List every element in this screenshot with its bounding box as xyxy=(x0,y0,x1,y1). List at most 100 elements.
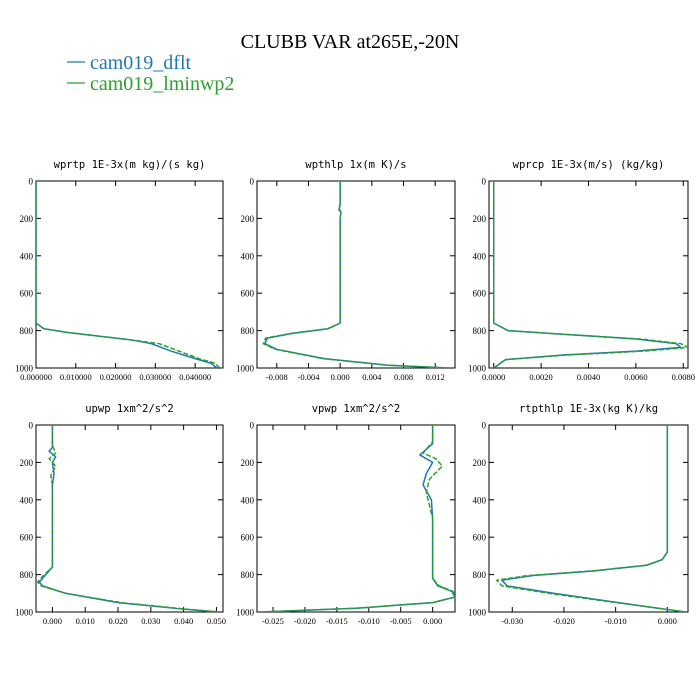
y-tick-label: 200 xyxy=(241,214,255,224)
y-tick-label: 600 xyxy=(20,289,34,299)
y-tick-label: 600 xyxy=(241,289,255,299)
x-tick-label: 0.0060 xyxy=(624,372,647,382)
panel-title: wpthlp 1x(m K)/s xyxy=(305,159,406,171)
y-tick-label: 400 xyxy=(20,251,34,261)
series-line-dflt xyxy=(501,425,686,612)
panel-title: vpwp 1xm^2/s^2 xyxy=(312,403,401,415)
series-line-lminwp2 xyxy=(260,425,455,612)
x-tick-label: 0.010000 xyxy=(60,372,92,382)
x-tick-label: 0.040 xyxy=(174,616,193,626)
y-tick-label: 200 xyxy=(20,458,34,468)
x-tick-label: -0.030 xyxy=(501,616,523,626)
y-tick-label: 800 xyxy=(241,570,255,580)
y-tick-label: 200 xyxy=(473,214,487,224)
y-tick-label: 800 xyxy=(20,326,34,336)
x-tick-label: -0.010 xyxy=(358,616,380,626)
series-line-lminwp2 xyxy=(262,181,450,368)
y-tick-label: 600 xyxy=(473,289,487,299)
plot-frame xyxy=(488,424,689,613)
plot-frame xyxy=(256,180,456,369)
x-tick-label: -0.020 xyxy=(553,616,575,626)
y-tick-label: 0 xyxy=(250,421,255,431)
y-tick-label: 200 xyxy=(473,458,487,468)
y-tick-label: 600 xyxy=(473,533,487,543)
y-tick-label: 400 xyxy=(241,251,255,261)
y-tick-label: 1000 xyxy=(236,364,255,374)
y-tick-label: 0 xyxy=(250,177,255,187)
figure-title: CLUBB VAR at265E,-20N xyxy=(241,31,460,53)
x-tick-label: 0.000 xyxy=(658,616,677,626)
x-tick-label: 0.0080 xyxy=(672,372,695,382)
y-tick-label: 800 xyxy=(473,326,487,336)
series-line-lminwp2 xyxy=(492,181,688,368)
x-tick-label: 0.000000 xyxy=(20,372,52,382)
y-tick-label: 400 xyxy=(20,495,34,505)
x-tick-label: 0.040000 xyxy=(179,372,211,382)
x-tick-label: 0.0040 xyxy=(577,372,600,382)
panel-title: rtpthlp 1E-3x(kg K)/kg xyxy=(519,403,658,415)
series-line-lminwp2 xyxy=(36,181,221,368)
y-tick-label: 0 xyxy=(29,421,34,431)
panel-6: rtpthlp 1E-3x(kg K)/kg 0 200 400 600 800 1000 -… xyxy=(468,403,689,626)
series-line-dflt xyxy=(264,181,450,368)
x-tick-label: -0.005 xyxy=(390,616,412,626)
x-tick-label: 0.050 xyxy=(207,616,226,626)
y-tick-label: 0 xyxy=(482,421,487,431)
series-line-lminwp2 xyxy=(496,425,686,612)
series-line-dflt xyxy=(38,425,220,612)
y-tick-label: 0 xyxy=(482,177,487,187)
y-tick-label: 1000 xyxy=(15,608,34,618)
legend-label-dflt: cam019_dflt xyxy=(90,52,192,74)
y-tick-label: 400 xyxy=(241,495,255,505)
x-tick-label: 0.000 xyxy=(423,616,442,626)
x-tick-label: -0.020 xyxy=(294,616,316,626)
x-tick-label: 0.000 xyxy=(331,372,350,382)
y-tick-label: 200 xyxy=(241,458,255,468)
x-tick-label: -0.025 xyxy=(262,616,284,626)
plot-frame xyxy=(256,424,456,613)
plot-frame xyxy=(488,180,689,369)
x-tick-label: -0.004 xyxy=(297,372,320,382)
x-tick-label: 0.000 xyxy=(43,616,62,626)
x-tick-label: 0.020000 xyxy=(100,372,132,382)
legend-label-lminwp2: cam019_lminwp2 xyxy=(90,73,234,95)
y-tick-label: 1000 xyxy=(468,608,487,618)
panel-title: upwp 1xm^2/s^2 xyxy=(85,403,174,415)
panel-4: upwp 1xm^2/s^2 0 200 400 600 800 1000 0.000 0.01… xyxy=(15,403,226,626)
x-tick-label: 0.008 xyxy=(394,372,413,382)
x-tick-label: 0.030 xyxy=(141,616,160,626)
y-tick-label: 1000 xyxy=(236,608,255,618)
y-tick-label: 800 xyxy=(241,326,255,336)
series-line-dflt xyxy=(260,425,455,612)
plot-frame xyxy=(35,424,224,613)
y-tick-label: 800 xyxy=(473,570,487,580)
panel-2: wpthlp 1x(m K)/s 0 200 400 600 800 1000 -0.008-… xyxy=(236,159,456,382)
x-tick-label: -0.010 xyxy=(605,616,627,626)
y-tick-label: 400 xyxy=(473,251,487,261)
x-tick-label: 0.030000 xyxy=(139,372,171,382)
y-tick-label: 800 xyxy=(20,570,34,580)
x-tick-label: 0.020 xyxy=(108,616,127,626)
y-tick-label: 1000 xyxy=(468,364,487,374)
x-tick-label: 0.010 xyxy=(76,616,95,626)
x-tick-label: 0.004 xyxy=(362,372,382,382)
x-tick-label: 0.0020 xyxy=(529,372,552,382)
x-tick-label: -0.015 xyxy=(326,616,348,626)
panel-5: vpwp 1xm^2/s^2 0 200 400 600 800 1000 -0.025 -0.… xyxy=(236,403,456,626)
panel-title: wprcp 1E-3x(m/s) (kg/kg) xyxy=(513,159,665,171)
panel-1: wprtp 1E-3x(m kg)/(s kg) 0 200 400 600 800 100… xyxy=(15,159,224,382)
x-tick-label: -0.008 xyxy=(266,372,288,382)
y-tick-label: 600 xyxy=(241,533,255,543)
y-tick-label: 200 xyxy=(20,214,34,224)
series-line-lminwp2 xyxy=(36,425,220,612)
y-tick-label: 1000 xyxy=(15,364,34,374)
y-tick-label: 0 xyxy=(29,177,34,187)
y-tick-label: 600 xyxy=(20,533,34,543)
panel-title: wprtp 1E-3x(m kg)/(s kg) xyxy=(54,159,206,171)
panel-3: wprcp 1E-3x(m/s) (kg/kg) 0 200 400 600 800 100… xyxy=(468,159,695,382)
panels-grid: wprtp 1E-3x(m kg)/(s kg) 0 200 400 600 800 100… xyxy=(15,159,695,626)
x-tick-label: 0.012 xyxy=(426,372,445,382)
y-tick-label: 400 xyxy=(473,495,487,505)
legend: cam019_dflt cam019_lminwp2 xyxy=(67,52,234,95)
